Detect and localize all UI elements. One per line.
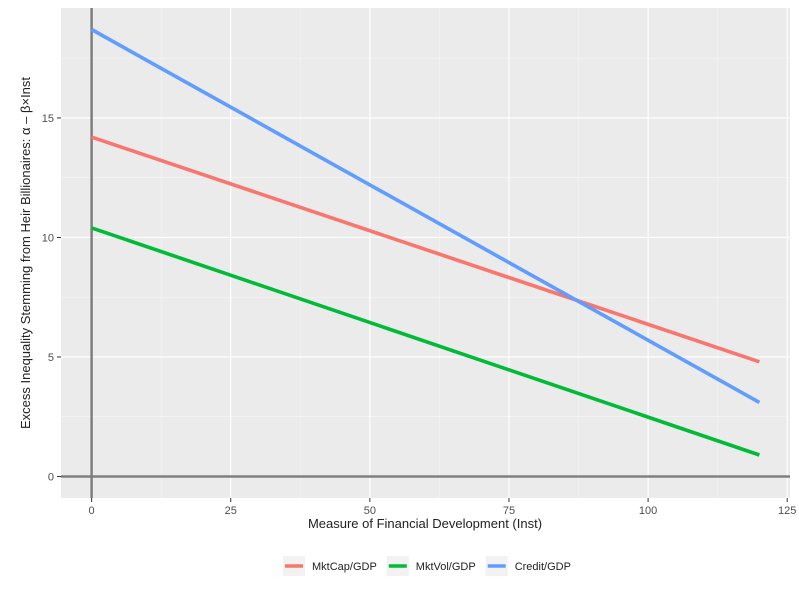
panel-background <box>61 8 790 498</box>
x-tick-label: 0 <box>89 505 95 517</box>
y-tick-label: 10 <box>42 232 54 244</box>
x-axis-title: Measure of Financial Development (Inst) <box>308 516 542 531</box>
legend-label: Credit/GDP <box>515 561 571 573</box>
legend-label: MktVol/GDP <box>416 561 476 573</box>
y-tick-label: 5 <box>48 352 54 364</box>
legend: MktCap/GDP MktVol/GDP Credit/GDP <box>283 556 571 576</box>
y-axis-ticks: 0 5 10 15 <box>42 113 61 483</box>
x-tick-label: 25 <box>225 505 237 517</box>
series-line <box>91 226 760 457</box>
x-tick-label: 100 <box>639 505 657 517</box>
y-axis-title: Excess Inequality Stemming from Heir Bil… <box>18 77 33 429</box>
y-tick-label: 15 <box>42 113 54 125</box>
legend-label: MktCap/GDP <box>312 561 377 573</box>
y-tick-label: 0 <box>48 471 54 483</box>
series-line <box>91 135 760 364</box>
series-lines <box>90 27 761 457</box>
reference-lines <box>61 8 790 498</box>
x-axis-ticks: 0 25 50 75 100 125 <box>89 498 796 517</box>
x-tick-label: 75 <box>503 505 515 517</box>
x-tick-label: 50 <box>364 505 376 517</box>
series-line <box>90 27 761 404</box>
x-tick-label: 125 <box>778 505 796 517</box>
